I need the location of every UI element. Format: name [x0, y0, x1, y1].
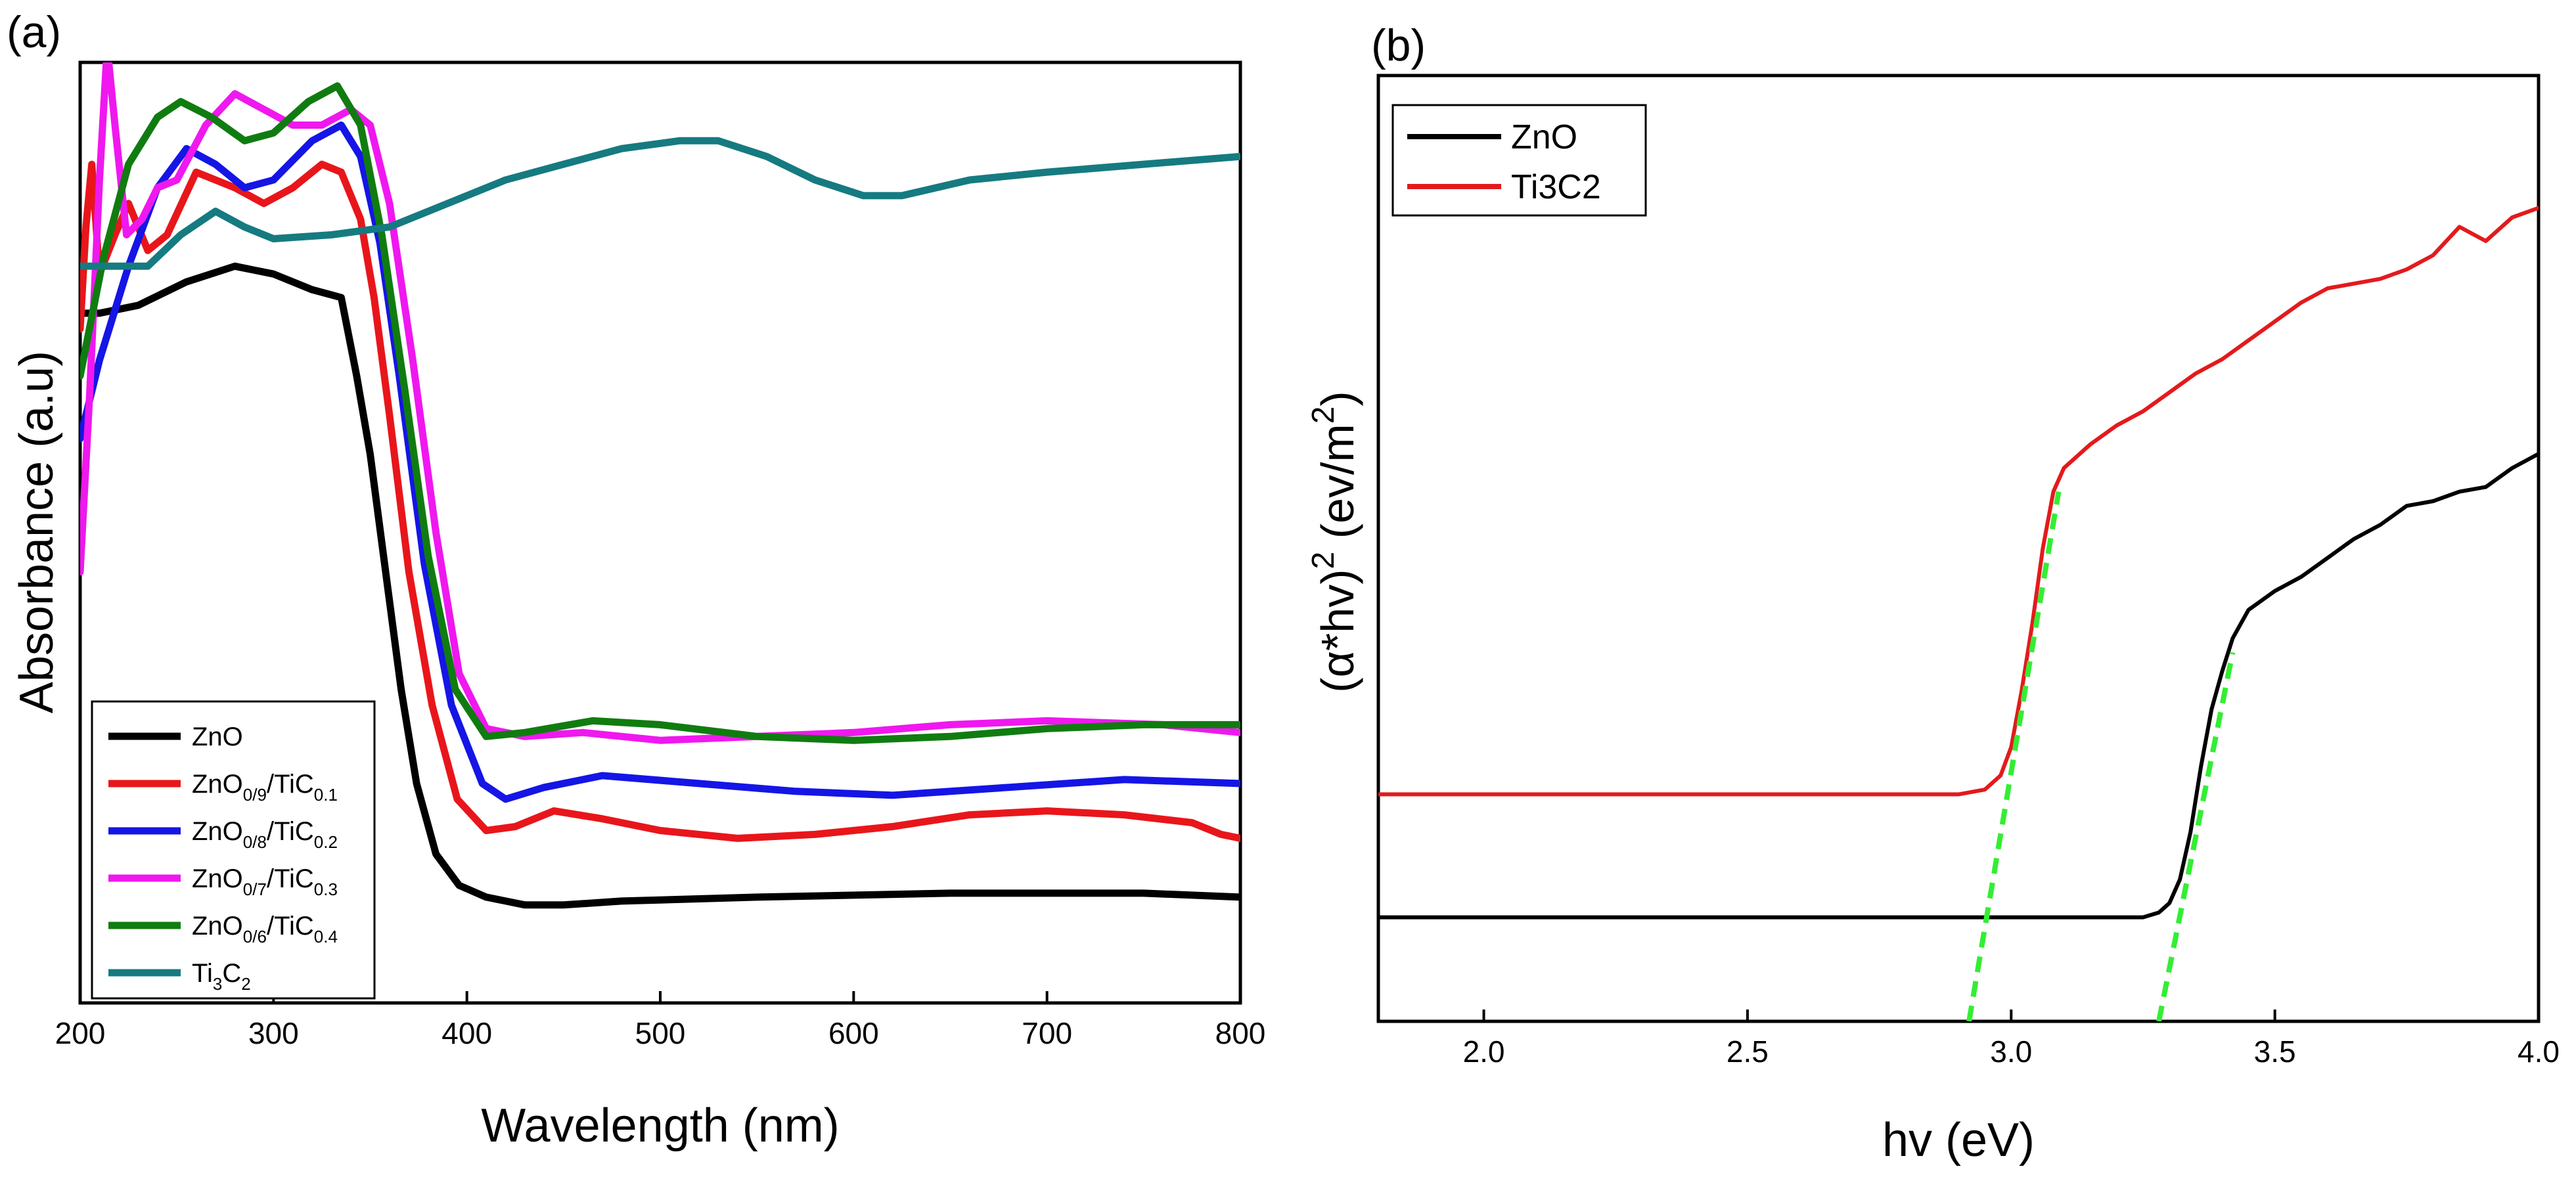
series-line: [80, 122, 1240, 803]
chart-b: (b) 2.0 2.5 3.0 3.5 4.0 hv (eV) (α*hv)2 (ev/…: [1306, 20, 2560, 1166]
tick-label: 300: [248, 1016, 299, 1050]
series-line: [80, 62, 1240, 744]
chart-a-series: [80, 62, 1240, 909]
legend-label: ZnO0/6/TiC0.4: [192, 912, 338, 946]
legend-label: ZnO0/8/TiC0.2: [192, 817, 338, 852]
legend-label: Ti3C2: [1511, 168, 1601, 206]
legend-label: ZnO: [1511, 118, 1577, 156]
tick-label: 2.0: [1463, 1034, 1505, 1069]
legend-label: ZnO: [192, 722, 243, 751]
tick-label: 3.5: [2254, 1034, 2296, 1069]
tick-label: 800: [1215, 1016, 1266, 1050]
chart-b-legend: ZnO Ti3C2: [1391, 104, 1647, 217]
chart-b-ylabel-sup: 2: [1306, 552, 1341, 569]
chart-b-legend-items: ZnO Ti3C2: [1407, 118, 1601, 206]
tangent-line: [2156, 652, 2236, 1021]
chart-b-xlabel: hv (eV): [1882, 1114, 2035, 1166]
chart-a: (a) 200 300 400 500 600 700 800 Wavelength (nm…: [7, 7, 1265, 1152]
tangent-line: [1966, 491, 2062, 1021]
chart-b-ylabel-sup2: 2: [1306, 407, 1341, 424]
chart-a-xlabel: Wavelength (nm): [481, 1099, 840, 1152]
chart-b-ylabel-end: ): [1312, 391, 1363, 406]
chart-b-legend-box: [1391, 104, 1647, 217]
legend-label: Ti3C2: [192, 959, 251, 994]
tick-label: 600: [828, 1016, 879, 1050]
series-line: [1378, 452, 2539, 920]
tick-label: 700: [1022, 1016, 1072, 1050]
chart-a-x-ticks: 200 300 400 500 600 700 800: [55, 991, 1266, 1050]
panel-b-label: (b): [1371, 20, 1426, 70]
chart-a-legend: ZnO ZnO0/9/TiC0.1 ZnO0/8/TiC0.2 ZnO0/7/TiC0…: [91, 700, 376, 1000]
chart-a-ylabel: Absorbance (a.u): [11, 351, 63, 713]
chart-a-legend-items: ZnO ZnO0/9/TiC0.1 ZnO0/8/TiC0.2 ZnO0/7/TiC0…: [108, 722, 338, 994]
series-line: [80, 82, 1240, 744]
chart-b-ylabel-rest: (ev/m: [1312, 424, 1363, 551]
panel-a-label: (a): [7, 7, 61, 57]
tick-label: 3.0: [1990, 1034, 2032, 1069]
tick-label: 4.0: [2518, 1034, 2560, 1069]
series-line: [80, 262, 1240, 909]
chart-b-ylabel: (α*hv)2 (ev/m2): [1306, 391, 1363, 692]
chart-a-legend-box: [91, 700, 376, 1000]
chart-b-x-ticks: 2.0 2.5 3.0 3.5 4.0: [1463, 1010, 2560, 1069]
tick-label: 2.5: [1727, 1034, 1769, 1069]
chart-b-frame: [1376, 74, 2541, 1023]
series-line: [80, 137, 1240, 270]
legend-label: ZnO0/7/TiC0.3: [192, 864, 338, 899]
tick-label: 500: [635, 1016, 686, 1050]
series-line: [1378, 206, 2539, 797]
chart-b-series: [1378, 206, 2539, 1021]
legend-label: ZnO0/9/TiC0.1: [192, 770, 338, 805]
tick-label: 200: [55, 1016, 106, 1050]
chart-b-ylabel-main: (α*hv): [1312, 569, 1363, 692]
tick-label: 400: [441, 1016, 492, 1050]
